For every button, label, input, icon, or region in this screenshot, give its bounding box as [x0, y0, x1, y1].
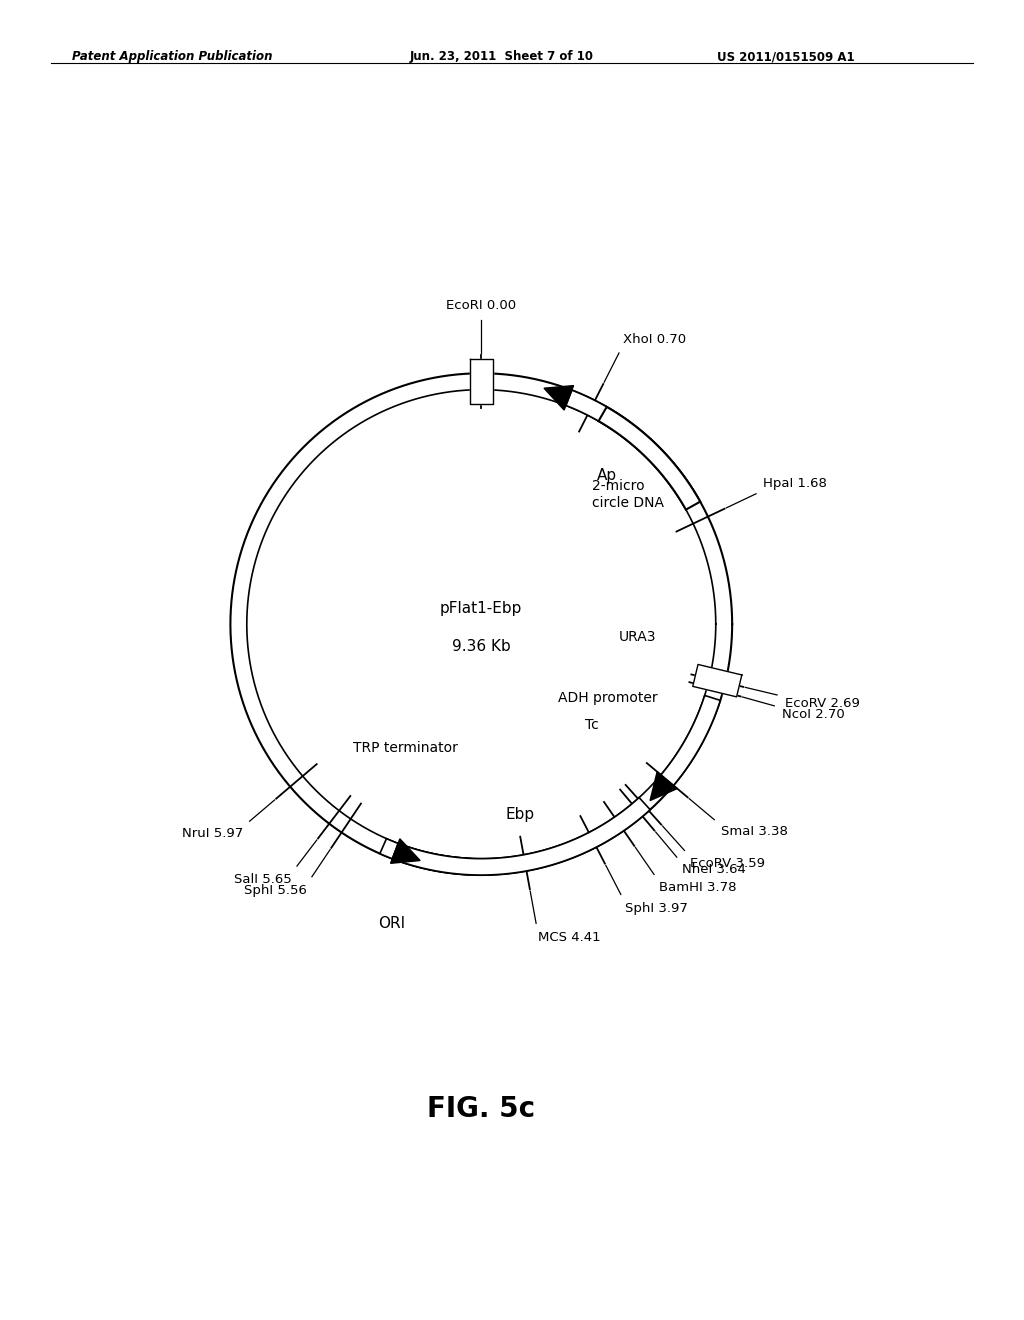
- Polygon shape: [660, 696, 720, 785]
- Polygon shape: [544, 385, 573, 411]
- Text: pFlat1-Ebp: pFlat1-Ebp: [440, 602, 522, 616]
- Text: XhoI 0.70: XhoI 0.70: [623, 333, 686, 346]
- Text: NcoI 2.70: NcoI 2.70: [782, 708, 845, 721]
- Text: BamHI 3.78: BamHI 3.78: [658, 882, 736, 894]
- Text: Ap: Ap: [597, 469, 617, 483]
- Text: 2-micro
circle DNA: 2-micro circle DNA: [593, 479, 665, 510]
- Text: TRP terminator: TRP terminator: [353, 742, 458, 755]
- Polygon shape: [390, 838, 420, 863]
- Text: SalI 5.65: SalI 5.65: [234, 873, 292, 886]
- Text: MCS 4.41: MCS 4.41: [538, 932, 600, 944]
- Text: EcoRI 0.00: EcoRI 0.00: [446, 298, 516, 312]
- Polygon shape: [470, 359, 493, 404]
- Text: SphI 3.97: SphI 3.97: [625, 902, 687, 915]
- Text: SmaI 3.38: SmaI 3.38: [721, 825, 787, 838]
- Text: Patent Application Publication: Patent Application Publication: [72, 50, 272, 63]
- Polygon shape: [392, 797, 650, 875]
- Text: Jun. 23, 2011  Sheet 7 of 10: Jun. 23, 2011 Sheet 7 of 10: [410, 50, 594, 63]
- Polygon shape: [566, 391, 697, 506]
- Text: Tc: Tc: [585, 718, 599, 733]
- Polygon shape: [693, 664, 741, 697]
- Text: EcoRV 3.59: EcoRV 3.59: [690, 857, 765, 870]
- Text: FIG. 5c: FIG. 5c: [427, 1094, 536, 1122]
- Text: US 2011/0151509 A1: US 2011/0151509 A1: [717, 50, 854, 63]
- Text: ADH promoter: ADH promoter: [557, 690, 657, 705]
- Polygon shape: [598, 407, 700, 510]
- Polygon shape: [380, 838, 470, 875]
- Text: EcoRV 2.69: EcoRV 2.69: [785, 697, 860, 710]
- Text: HpaI 1.68: HpaI 1.68: [764, 478, 827, 490]
- Text: Ebp: Ebp: [506, 808, 535, 822]
- Text: ORI: ORI: [379, 916, 406, 931]
- Text: NheI 3.64: NheI 3.64: [682, 863, 745, 876]
- Text: SphI 5.56: SphI 5.56: [245, 883, 307, 896]
- Text: URA3: URA3: [620, 631, 656, 644]
- Text: 9.36 Kb: 9.36 Kb: [452, 639, 511, 655]
- Text: NruI 5.97: NruI 5.97: [182, 826, 244, 840]
- Polygon shape: [650, 772, 677, 800]
